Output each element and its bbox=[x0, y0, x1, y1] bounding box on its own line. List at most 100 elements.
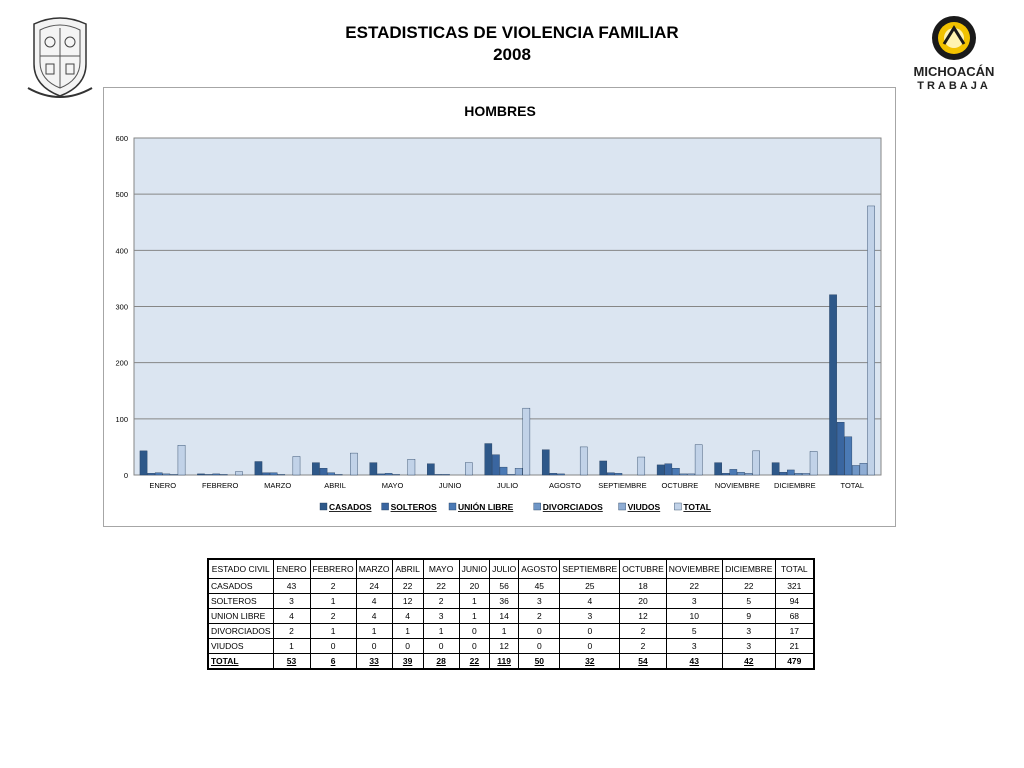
table-cell: 0 bbox=[355, 638, 393, 654]
bar-uni-n-libre-total bbox=[844, 436, 853, 476]
bar-casados-marzo bbox=[254, 461, 263, 476]
legend-label: VIUDOS bbox=[628, 502, 661, 512]
table-cell: 12 bbox=[489, 638, 520, 654]
table-cell: 3 bbox=[559, 608, 621, 624]
table-header-cell: NOVIEMBRE bbox=[665, 558, 723, 579]
bar-total-febrero bbox=[235, 471, 243, 476]
table-cell: 2 bbox=[272, 623, 311, 639]
chart-container: HOMBRES 0 100 200 300 400 500 600 ENERO FEBRERO M… bbox=[103, 87, 896, 527]
bar-casados-febrero bbox=[197, 473, 205, 476]
x-tick-label: FEBRERO bbox=[202, 481, 238, 490]
bar-casados-abril bbox=[312, 462, 320, 476]
table-cell: 12 bbox=[391, 593, 424, 609]
x-tick-label: NOVIEMBRE bbox=[715, 481, 760, 490]
table-cell: 6 bbox=[309, 653, 357, 670]
table-cell: 3 bbox=[518, 593, 561, 609]
y-tick-label: 0 bbox=[124, 471, 128, 480]
table-cell: 0 bbox=[458, 623, 491, 639]
y-tick-label: 200 bbox=[115, 359, 128, 368]
table-cell: 0 bbox=[422, 638, 460, 654]
table-cell: 1 bbox=[422, 623, 460, 639]
bar-casados-octubre bbox=[656, 464, 665, 476]
table-row-label: DIVORCIADOS bbox=[207, 623, 274, 639]
page-title: ESTADISTICAS DE VIOLENCIA FAMILIAR 2008 bbox=[0, 22, 1024, 66]
x-tick-label: MARZO bbox=[264, 481, 291, 490]
legend-swatch bbox=[533, 502, 541, 511]
bar-uni-n-libre-julio bbox=[499, 466, 508, 476]
chart-title: HOMBRES bbox=[464, 103, 536, 119]
table-cell: 36 bbox=[489, 593, 520, 609]
table-header-row: ESTADO CIVIL ENERO FEBRERO MARZO ABRIL MAYO JU… bbox=[207, 558, 815, 579]
table-cell: 56 bbox=[489, 578, 520, 594]
table-cell: 94 bbox=[774, 593, 815, 609]
bar-divorciados-enero bbox=[162, 473, 171, 476]
x-tick-label: JULIO bbox=[497, 481, 518, 490]
y-tick-label: 300 bbox=[115, 303, 128, 312]
table-cell: 20 bbox=[458, 578, 491, 594]
bar-divorciados-julio bbox=[507, 474, 515, 476]
bar-casados-diciembre bbox=[771, 462, 780, 476]
table-cell: 3 bbox=[721, 638, 776, 654]
table-row: SOLTEROS 3 1 4 12 2 1 36 3 4 20 3 5 94 bbox=[207, 593, 815, 609]
bar-uni-n-libre-mayo bbox=[384, 473, 393, 476]
table-cell: 32 bbox=[559, 653, 621, 670]
legend-swatch bbox=[381, 502, 389, 511]
table-row: CASADOS 43 2 24 22 22 20 56 45 25 18 22 22 321 bbox=[207, 578, 815, 594]
table-header-cell: JULIO bbox=[489, 558, 520, 579]
brand-subtitle: TRABAJA bbox=[917, 80, 991, 92]
bar-uni-n-libre-abril bbox=[327, 472, 335, 476]
x-tick-label: TOTAL bbox=[841, 481, 864, 490]
x-tick-label: JUNIO bbox=[439, 481, 462, 490]
table-header-cell: MARZO bbox=[355, 558, 393, 579]
bar-solteros-diciembre bbox=[779, 471, 788, 476]
bar-solteros-junio bbox=[434, 474, 443, 476]
table-header-cell: SEPTIEMBRE bbox=[559, 558, 621, 579]
table-cell: 50 bbox=[518, 653, 561, 670]
table-cell: 0 bbox=[391, 638, 424, 654]
statistics-table: ESTADO CIVIL ENERO FEBRERO MARZO ABRIL MAYO JU… bbox=[207, 558, 815, 670]
table-cell: 33 bbox=[355, 653, 393, 670]
table-cell: 0 bbox=[518, 638, 561, 654]
table-header-cell: TOTAL bbox=[774, 558, 815, 579]
table-header-cell: ESTADO CIVIL bbox=[207, 558, 274, 579]
legend-swatch bbox=[618, 502, 626, 511]
table-header-cell: FEBRERO bbox=[309, 558, 357, 579]
table-cell: 1 bbox=[391, 623, 424, 639]
table-cell: 22 bbox=[422, 578, 460, 594]
table-header-cell: AGOSTO bbox=[518, 558, 561, 579]
table-cell: 3 bbox=[272, 593, 311, 609]
bar-divorciados-total bbox=[852, 465, 860, 476]
bar-divorciados-febrero bbox=[219, 474, 228, 476]
table-cell: 0 bbox=[458, 638, 491, 654]
bar-solteros-total bbox=[836, 422, 845, 476]
bar-viudos-diciembre bbox=[802, 473, 810, 476]
table-cell: 1 bbox=[272, 638, 311, 654]
bar-solteros-octubre bbox=[664, 463, 673, 476]
bar-viudos-noviembre bbox=[744, 473, 753, 476]
x-tick-label: ENERO bbox=[149, 481, 176, 490]
table-cell: 1 bbox=[458, 608, 491, 624]
bar-casados-mayo bbox=[369, 462, 378, 476]
bar-viudos-enero bbox=[170, 474, 178, 476]
legend-label: SOLTEROS bbox=[391, 502, 437, 512]
table-cell: 12 bbox=[619, 608, 667, 624]
table-cell: 22 bbox=[721, 578, 776, 594]
table-row: UNION LIBRE 4 2 4 4 3 1 14 2 3 12 10 9 68 bbox=[207, 608, 815, 624]
table-cell: 1 bbox=[309, 593, 357, 609]
bar-divorciados-noviembre bbox=[737, 471, 745, 476]
table-header-cell: ABRIL bbox=[391, 558, 424, 579]
table-cell: 2 bbox=[518, 608, 561, 624]
table-header-cell: OCTUBRE bbox=[619, 558, 667, 579]
bar-divorciados-octubre bbox=[679, 473, 688, 476]
table-cell: 9 bbox=[721, 608, 776, 624]
bar-divorciados-mayo bbox=[392, 474, 400, 476]
table-cell: 0 bbox=[518, 623, 561, 639]
table-cell: 0 bbox=[559, 638, 621, 654]
table-cell: 3 bbox=[422, 608, 460, 624]
state-seal-logo bbox=[24, 14, 96, 102]
bar-uni-n-libre-septiembre bbox=[614, 473, 623, 476]
legend-label: TOTAL bbox=[683, 502, 711, 512]
y-tick-label: 500 bbox=[115, 190, 128, 199]
table-cell: 22 bbox=[458, 653, 491, 670]
bar-solteros-septiembre bbox=[607, 472, 615, 476]
